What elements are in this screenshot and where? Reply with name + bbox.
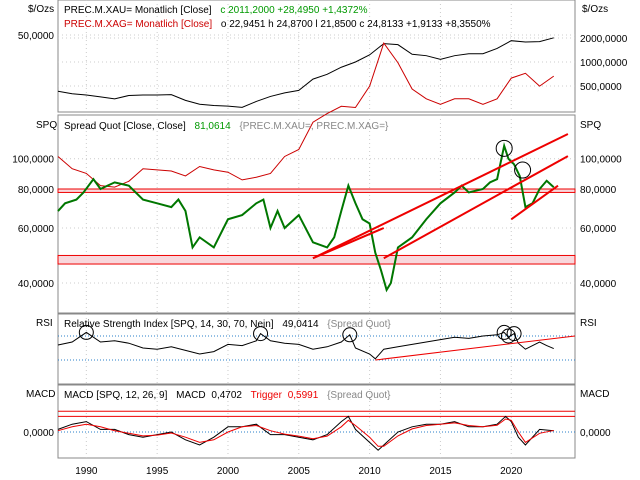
marker-circle-2 (514, 161, 532, 179)
rsi-circle-0 (78, 324, 94, 340)
rsi-circle-2 (342, 327, 358, 343)
legend-macd-source: {Spread Quot} (327, 390, 391, 401)
series-lines (57, 37, 555, 451)
x-tick-2015: 2015 (429, 466, 452, 477)
legend-macd-value: 0,4702 (211, 390, 242, 401)
legend-rsi-name: Relative Strength Index [SPQ, 14, 30, 70… (64, 319, 274, 330)
legend-rsi-value: 49,0414 (282, 319, 319, 330)
legend-spread-source: {PREC.M.XAU=, PREC.M.XAG=} (239, 121, 389, 132)
grid-lines (58, 0, 575, 458)
legend-rsi-source: {Spread Quot} (327, 319, 391, 330)
legend-trigger-value: 0,5991 (288, 390, 319, 401)
x-tick-1995: 1995 (146, 466, 169, 477)
spread-right-tick-3: 40,0000 (580, 279, 617, 290)
price-unit-left: $/Ozs (28, 4, 54, 15)
spread-right-tick-1: 80,0000 (580, 185, 617, 196)
legend-xau-name: PREC.M.XAU= Monatlich [Close] (64, 5, 212, 16)
legend-xau: PREC.M.XAU= Monatlich [Close] c 2011,200… (64, 5, 368, 16)
channel-lower (383, 155, 569, 260)
macd-right-tick: 0,0000 (580, 428, 611, 439)
series-line-xag (57, 42, 555, 188)
annotations (78, 133, 576, 361)
legend-xag-name: PREC.M.XAG= Monatlich [Close] (64, 19, 212, 30)
series-line-xau (57, 37, 554, 108)
legend-trigger-label: Trigger (251, 390, 283, 401)
marker-circle-1 (495, 139, 513, 157)
panel-spread-frame (57, 114, 576, 314)
price-right-tick-1: 1000,0000 (580, 58, 628, 69)
spread-unit-left: SPQ (36, 120, 57, 131)
spread-left-tick-0: 100,0000 (12, 155, 54, 166)
spread-left-tick-1: 80,0000 (18, 185, 55, 196)
legend-macd-label: MACD (176, 390, 205, 401)
band-0 (57, 188, 576, 193)
rsi-circle-5 (506, 326, 522, 342)
rsi-trendline (375, 335, 576, 361)
macd-unit-left: MACD (26, 389, 55, 400)
price-right-tick-2: 500,0000 (580, 82, 622, 93)
series-line-rsi (57, 331, 554, 360)
legend-xag-values: o 22,9451 h 24,8700 l 21,8500 c 24,8133 … (221, 19, 491, 30)
x-tick-2020: 2020 (500, 466, 523, 477)
rsi-circle-3 (496, 324, 512, 340)
legend-xag: PREC.M.XAG= Monatlich [Close] o 22,9451 … (64, 19, 491, 30)
price-right-tick-0: 2000,0000 (580, 34, 628, 45)
spread-left-tick-3: 40,0000 (18, 279, 55, 290)
macd-left-tick: 0,0000 (23, 428, 54, 439)
spread-right-tick-2: 60,0000 (580, 224, 617, 235)
legend-rsi: Relative Strength Index [SPQ, 14, 30, 70… (64, 319, 391, 330)
x-tick-2005: 2005 (288, 466, 311, 477)
spread-left-tick-2: 60,0000 (18, 224, 55, 235)
x-tick-2010: 2010 (358, 466, 381, 477)
legend-spread: Spread Quot [Close, Close] 81,0614 {PREC… (64, 121, 389, 132)
series-line-spread (57, 141, 555, 293)
tick-labels: 1990 1995 2000 2005 2010 2015 2020 50,0000 2000,… (12, 31, 627, 477)
rsi-unit-left: RSI (36, 318, 53, 329)
panel-macd-frame (57, 384, 576, 459)
x-tick-2000: 2000 (217, 466, 240, 477)
price-left-tick: 50,0000 (18, 31, 55, 42)
legend-xau-values: c 2011,2000 +28,4950 +1,4372% (220, 5, 367, 16)
x-tick-1990: 1990 (75, 466, 98, 477)
spread-unit-right: SPQ (580, 120, 601, 131)
spread-right-tick-0: 100,0000 (580, 155, 622, 166)
rsi-unit-right: RSI (580, 318, 597, 329)
channel-upper (312, 133, 569, 260)
legend-macd: MACD [SPQ, 12, 26, 9] MACD 0,4702 Trigge… (64, 390, 391, 401)
trend-short (510, 184, 559, 221)
legend-spread-name: Spread Quot [Close, Close] (64, 121, 186, 132)
macd-unit-right: MACD (580, 389, 609, 400)
legend-macd-name: MACD [SPQ, 12, 26, 9] (64, 390, 168, 401)
panel-price-frame (57, 0, 576, 113)
rsi-circle-1 (253, 326, 269, 342)
channel-lower-a (312, 227, 385, 260)
price-unit-right: $/Ozs (582, 4, 608, 15)
series-line-trigger (57, 418, 554, 447)
legend-spread-value: 81,0614 (195, 121, 232, 132)
